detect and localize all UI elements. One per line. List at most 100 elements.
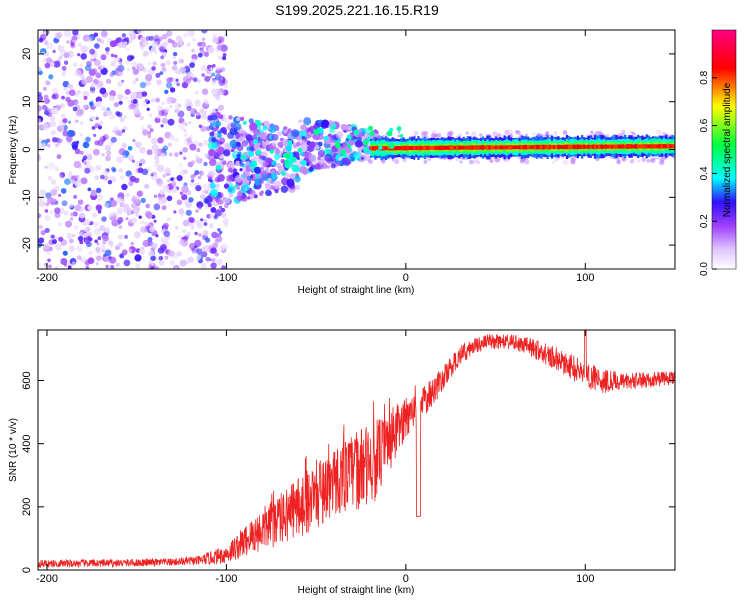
spectrogram-blob: [145, 74, 153, 82]
spectrogram-blob: [63, 60, 69, 65]
spectrogram-blob: [183, 33, 188, 38]
spectrogram-blob: [109, 40, 117, 48]
spectrogram-blob: [368, 125, 374, 131]
spectrogram-blob: [94, 123, 100, 128]
spectrogram-blob: [215, 183, 220, 188]
spectrogram-blob: [43, 31, 47, 35]
spectrogram-blob: [156, 164, 165, 173]
spectrogram-blob: [265, 189, 272, 197]
spectrogram-blob: [197, 52, 203, 58]
spectrogram-band: [406, 145, 409, 151]
spectrogram-band: [621, 144, 625, 149]
colorbar-gradient: [711, 29, 737, 270]
spectrogram-blob: [104, 144, 112, 152]
spectrogram-blob: [49, 61, 55, 67]
spectrogram-blob: [195, 111, 200, 117]
spectrogram-blob: [148, 62, 151, 65]
spectrogram-blob: [285, 145, 292, 152]
spectrogram-blob: [216, 45, 223, 51]
spectrogram-blob: [109, 199, 117, 207]
spectrogram-blob: [227, 131, 235, 140]
spectrogram-blob: [399, 134, 404, 138]
spectrogram-blob: [50, 179, 57, 185]
spectrogram-blob: [149, 226, 155, 233]
spectrogram-blob: [295, 184, 301, 190]
spectrogram-blob: [158, 255, 164, 261]
spectrogram-blob: [44, 262, 49, 267]
spectrogram-blob: [178, 69, 182, 73]
spectrogram-y-label: Frequency (Hz): [8, 116, 19, 185]
spectrogram-blob: [201, 30, 208, 34]
spectrogram-blob: [175, 78, 179, 82]
snr-y-ticks: 0 200 400 600: [21, 371, 675, 573]
spectrogram-blob: [116, 196, 123, 204]
spectrogram-band: [473, 145, 476, 150]
spectrogram-blob: [342, 158, 351, 167]
spectrogram-blob: [121, 129, 126, 133]
spectrogram-blob: [179, 151, 183, 155]
spectrogram-blob: [74, 180, 82, 188]
spectrogram-blob: [81, 78, 88, 85]
spectrogram-blob: [215, 164, 222, 171]
spectrogram-blob: [167, 142, 172, 147]
spectrogram-blob: [160, 152, 166, 158]
spectrogram-blob: [184, 98, 192, 106]
spectrogram-blob: [74, 100, 79, 105]
spectrogram-blob: [284, 153, 291, 159]
spectrogram-blob: [174, 226, 179, 230]
spectrogram-band: [447, 145, 450, 150]
spectrogram-blob: [74, 69, 82, 77]
spectrogram-blob: [84, 64, 92, 72]
spectrogram-blob: [178, 44, 181, 48]
spectrogram-blob: [77, 90, 82, 94]
spectrogram-blob: [159, 71, 164, 75]
spectrogram-blob: [38, 111, 41, 116]
spectrogram-blob: [180, 213, 184, 217]
spectrogram-blob: [194, 110, 198, 113]
spectrogram-blob: [185, 201, 192, 209]
spectrogram-blob: [58, 221, 63, 227]
spectrogram-blob: [198, 233, 202, 237]
spectrogram-blob: [191, 160, 195, 165]
spectrogram-blob: [112, 168, 117, 173]
spectrogram-blob: [49, 210, 54, 215]
spectrogram-blob: [122, 44, 127, 49]
spectrogram-blob: [169, 87, 176, 93]
spectrogram-blob: [308, 166, 314, 172]
spectrogram-blob: [118, 71, 124, 77]
spectrogram-blob: [113, 102, 119, 108]
spectrogram-blob: [299, 150, 305, 157]
spectrogram-blob: [109, 243, 115, 248]
spectrogram-blob: [94, 43, 100, 49]
spectrogram-blob: [154, 266, 159, 269]
spectrogram-blob: [200, 171, 205, 176]
spectrogram-blob: [291, 129, 300, 138]
spectrogram-blob: [66, 129, 75, 138]
y-tick-label: 400: [21, 435, 33, 453]
spectrogram-blob: [90, 189, 98, 197]
spectrogram-blob: [109, 256, 117, 264]
spectrogram-blob: [55, 243, 62, 251]
spectrogram-blob: [167, 38, 173, 44]
spectrogram-blob: [254, 166, 262, 174]
spectrogram-blob: [47, 144, 51, 148]
spectrogram-band: [499, 145, 502, 150]
spectrogram-blob: [47, 258, 51, 263]
spectrogram-blob: [183, 182, 188, 187]
spectrogram-blob: [637, 159, 641, 163]
spectrogram-blob: [139, 81, 147, 89]
spectrogram-band: [438, 145, 442, 150]
spectrogram-blob: [41, 142, 46, 147]
spectrogram-blob: [364, 135, 368, 139]
spectrogram-band: [441, 145, 444, 151]
spectrogram-band: [514, 145, 517, 150]
spectrogram-blob: [97, 100, 102, 106]
x-tick-label: 100: [576, 573, 594, 585]
spectrogram-blob: [99, 88, 106, 95]
spectrogram-blob: [82, 232, 88, 238]
spectrogram-blob: [111, 219, 119, 227]
spectrogram-blob: [63, 30, 71, 38]
spectrogram-blob: [96, 86, 100, 90]
spectrogram-blob: [87, 231, 93, 237]
spectrogram-blob: [117, 242, 123, 248]
